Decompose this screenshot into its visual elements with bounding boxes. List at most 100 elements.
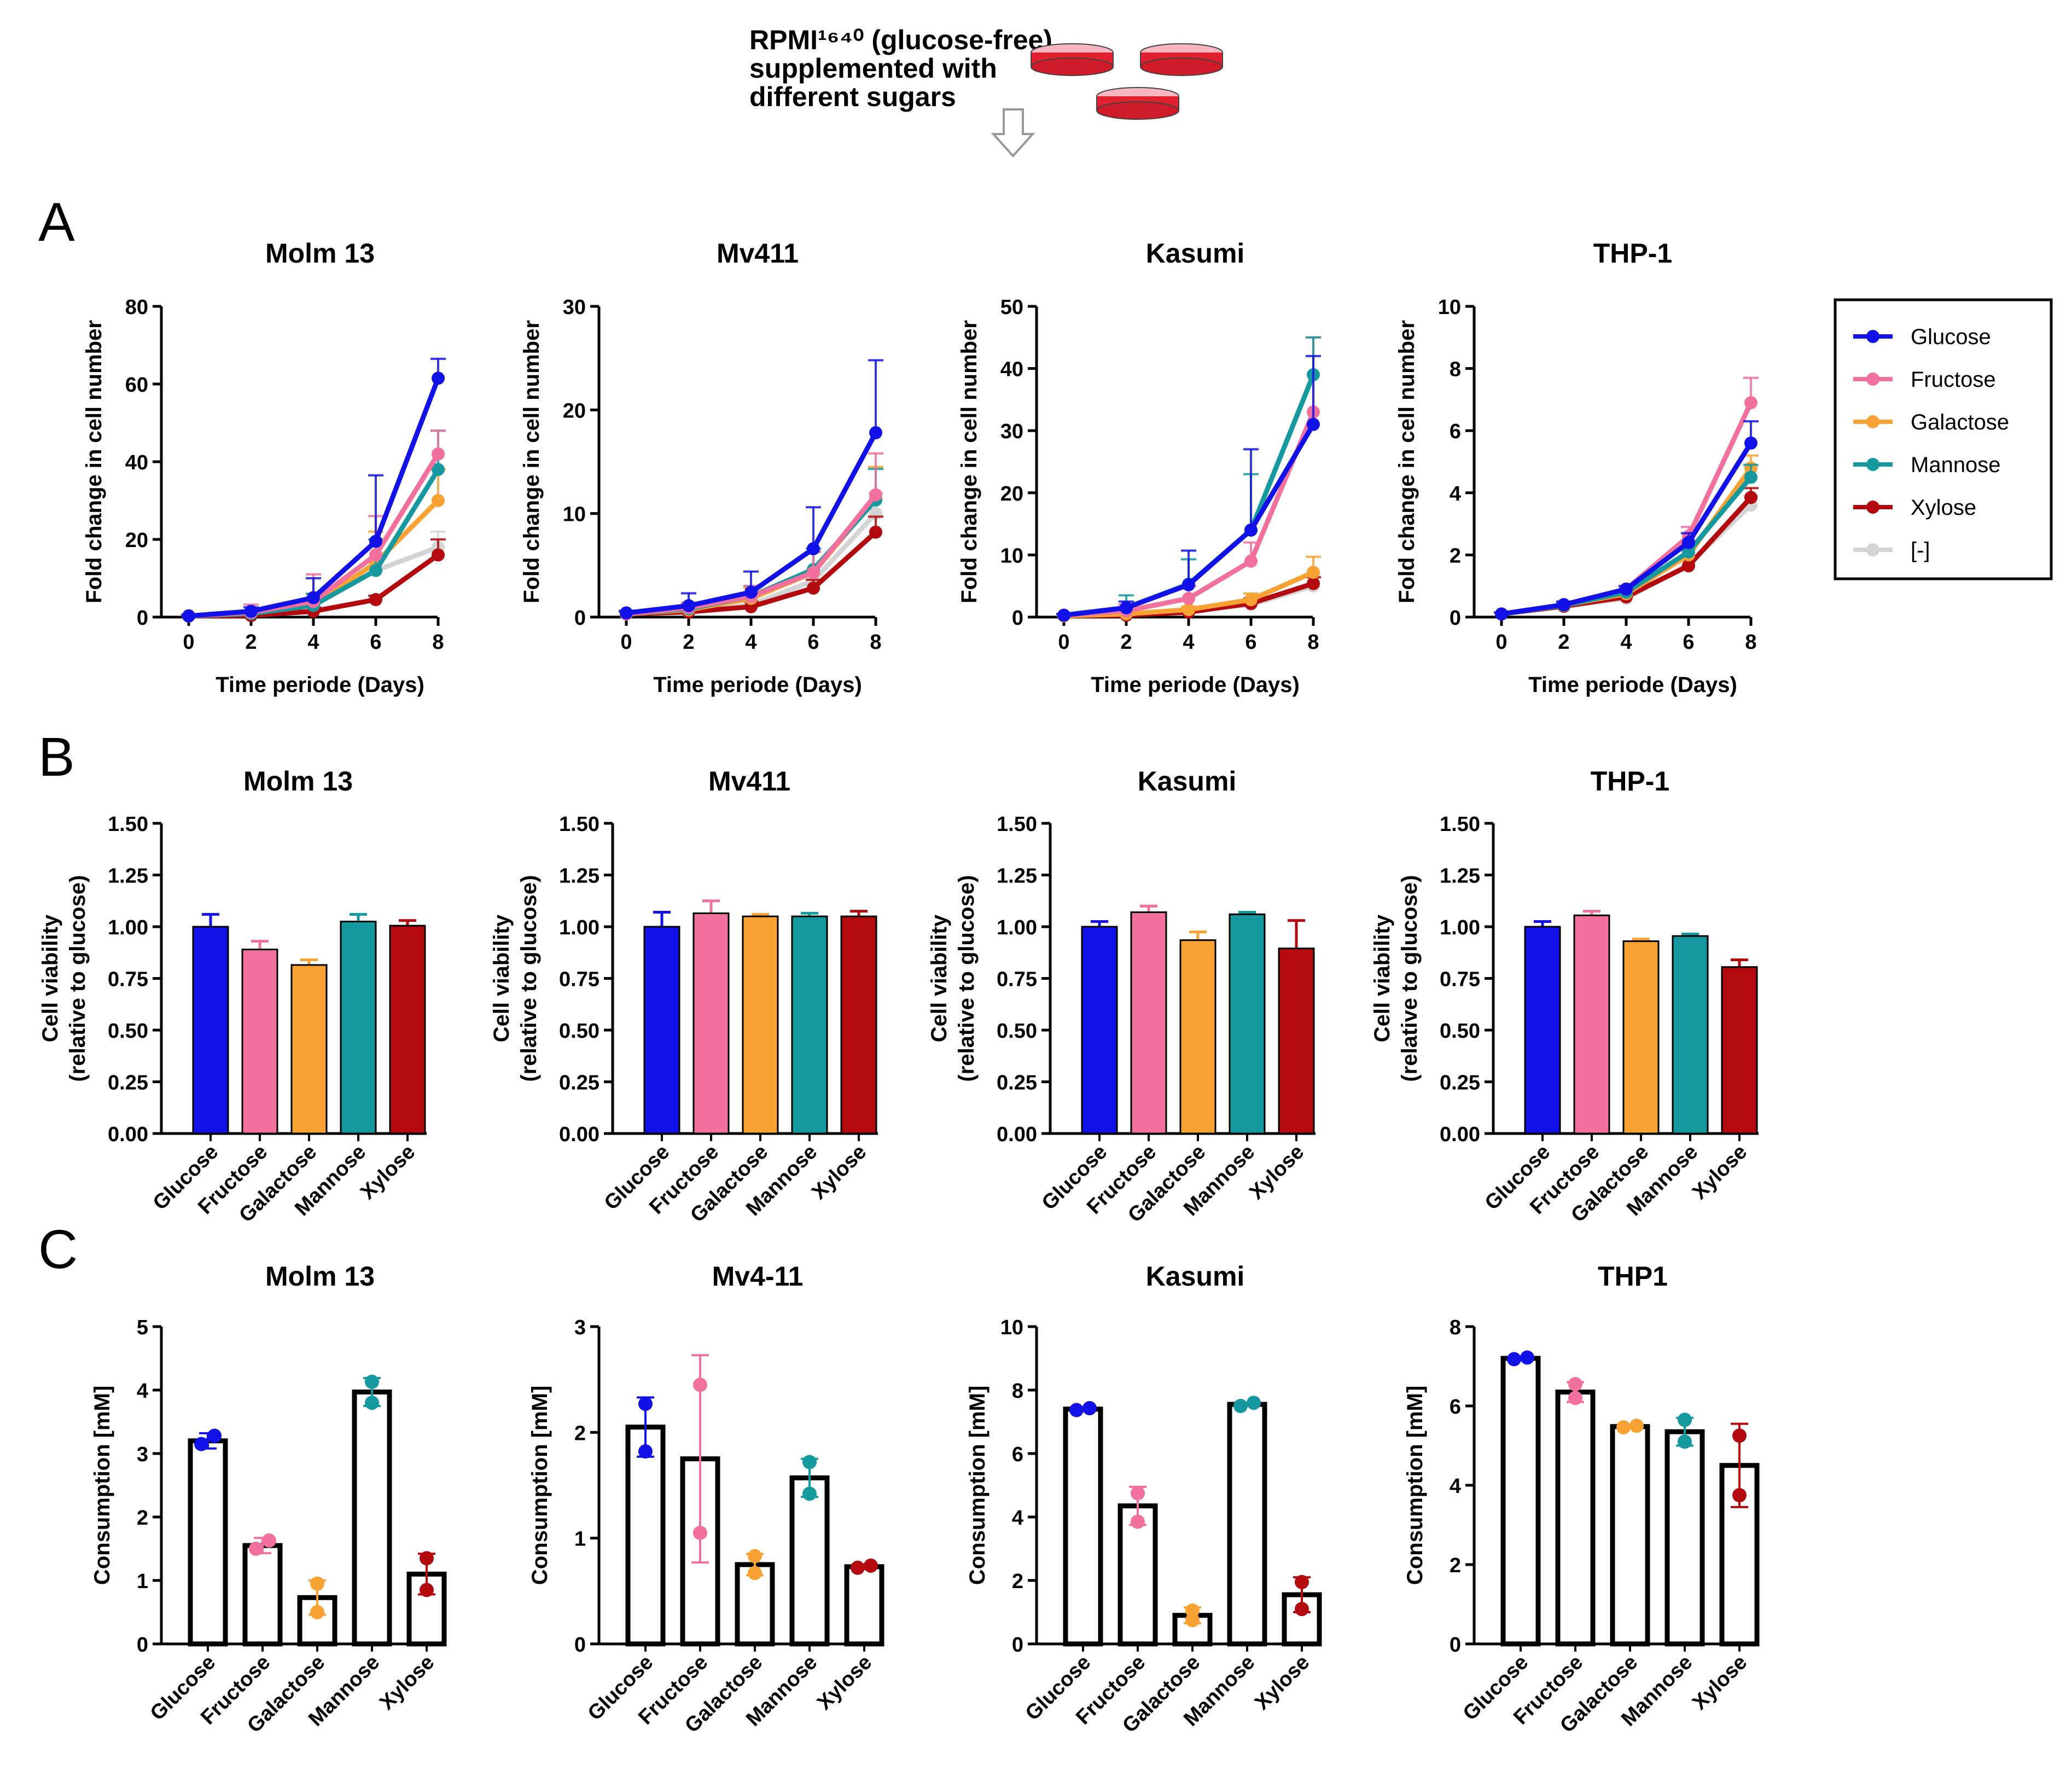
y-tick-label: 2 (1450, 544, 1461, 567)
y-tick-label: 0 (1450, 1634, 1461, 1656)
legend-label: Fructose (1911, 368, 1996, 392)
data-point (1307, 577, 1320, 590)
bar-mannose (340, 921, 377, 1135)
data-point (369, 548, 382, 562)
data-point (1629, 1419, 1644, 1433)
data-point (1131, 1514, 1145, 1529)
y-tick-label: 0.00 (108, 1123, 148, 1146)
y-tick-label: 5 (137, 1316, 148, 1339)
y-axis-label: Fold change in cell number (1395, 320, 1419, 603)
data-point (802, 1486, 817, 1501)
y-tick-label: 0.75 (108, 968, 148, 991)
chart-a-molm-13: Molm 13 0 20 40 60 80 0 2 4 6 8 Time periode (Days)… (82, 238, 446, 697)
legend-label: Mannose (1911, 453, 2001, 477)
bar-xylose (840, 915, 877, 1135)
bar-galactose (1179, 939, 1217, 1135)
y-axis-label-secondary: (relative to glucose) (66, 875, 90, 1082)
x-tick-label: 0 (620, 631, 632, 654)
data-point (1744, 436, 1757, 450)
x-tick-label: 2 (1558, 631, 1569, 654)
x-tick-label: 0 (183, 631, 194, 654)
data-point (1507, 1352, 1521, 1367)
panel-label-b: B (38, 726, 75, 788)
data-point (1182, 603, 1195, 617)
culture-dish-icon (1140, 43, 1223, 76)
x-tick-label: 0 (1495, 631, 1507, 654)
data-point (1682, 545, 1695, 559)
chart-a-mv411: Mv411 0 10 20 30 0 2 4 6 8 Time periode (Days) Fold… (520, 238, 883, 697)
data-point (693, 1377, 707, 1392)
bar-mannose (1227, 1402, 1267, 1647)
data-point (807, 566, 820, 579)
legend-entry-glucose: Glucose (1853, 325, 1991, 349)
y-tick-label: 0 (574, 1634, 586, 1656)
legend-entry-none: [-] (1853, 538, 1930, 562)
data-point (1247, 1396, 1261, 1410)
data-point (1244, 593, 1258, 607)
data-point (207, 1428, 222, 1443)
y-tick-label: 0.25 (108, 1072, 148, 1095)
chart-title: Kasumi (1146, 1261, 1245, 1292)
y-tick-label: 60 (125, 374, 148, 397)
x-tick-label: 4 (1620, 631, 1632, 654)
data-point (262, 1533, 276, 1548)
y-tick-label: 0 (137, 1634, 148, 1656)
data-point (1495, 607, 1508, 621)
x-tick-label: 2 (245, 631, 257, 654)
x-tick-label: 4 (307, 631, 319, 654)
y-tick-label: 0.25 (1440, 1072, 1480, 1095)
x-axis-label: Time periode (Days) (653, 673, 862, 697)
x-tick-label: 6 (370, 631, 381, 654)
chart-a-kasumi: Kasumi 0 10 20 30 40 50 0 2 4 6 8 Time periode (Days… (957, 238, 1321, 697)
y-tick-label: 1.25 (559, 865, 600, 888)
data-point (682, 599, 695, 613)
data-point (1557, 598, 1570, 612)
bar-fructose (1555, 1390, 1596, 1647)
y-tick-label: 6 (1450, 420, 1461, 443)
y-tick-label: 1.50 (559, 813, 600, 836)
y-tick-label: 1.50 (108, 813, 148, 836)
data-point (807, 581, 820, 595)
y-tick-label: 4 (1012, 1507, 1023, 1530)
legend-marker (1866, 373, 1879, 386)
y-tick-label: 1.00 (1440, 916, 1480, 939)
data-point (1732, 1488, 1747, 1503)
y-tick-label: 20 (125, 529, 148, 552)
bar-mannose (1672, 935, 1709, 1135)
bar-mannose (1229, 913, 1266, 1135)
legend-label: [-] (1911, 538, 1930, 562)
bar-glucose (192, 926, 229, 1135)
y-tick-label: 8 (1012, 1380, 1023, 1403)
data-point (1307, 566, 1320, 579)
y-axis-label-secondary: (relative to glucose) (954, 875, 979, 1082)
y-tick-label: 1.00 (997, 916, 1037, 939)
data-point (869, 525, 882, 539)
legend-marker (1866, 501, 1879, 514)
data-point (807, 542, 820, 556)
bar-galactose (290, 964, 328, 1135)
y-tick-label: 1.00 (108, 916, 148, 939)
y-tick-label: 20 (1000, 483, 1023, 505)
y-tick-label: 8 (1450, 358, 1461, 381)
legend-marker (1866, 543, 1879, 556)
data-point (638, 1444, 653, 1459)
bar-glucose (1081, 926, 1118, 1135)
x-tick-label: 6 (1245, 631, 1256, 654)
y-tick-label: 6 (1450, 1396, 1461, 1419)
bar-xylose (1278, 948, 1315, 1135)
y-tick-label: 1 (137, 1570, 148, 1593)
y-tick-label: 0.00 (997, 1123, 1037, 1146)
bar-fructose (1573, 914, 1610, 1135)
y-axis-label: Cell viability (1370, 914, 1394, 1042)
series-glucose (1494, 420, 1759, 621)
data-point (369, 593, 382, 607)
culture-dish-icon (1096, 87, 1179, 120)
y-tick-label: 6 (1012, 1443, 1023, 1466)
y-tick-label: 1.25 (1440, 865, 1480, 888)
data-point (249, 1542, 263, 1556)
bar-galactose (742, 915, 779, 1135)
header-line-1: RPMI¹⁶⁴⁰ (glucose-free) (749, 25, 1052, 55)
y-tick-label: 0 (574, 607, 586, 630)
data-point (245, 605, 258, 618)
chart-title: THP1 (1598, 1261, 1668, 1292)
